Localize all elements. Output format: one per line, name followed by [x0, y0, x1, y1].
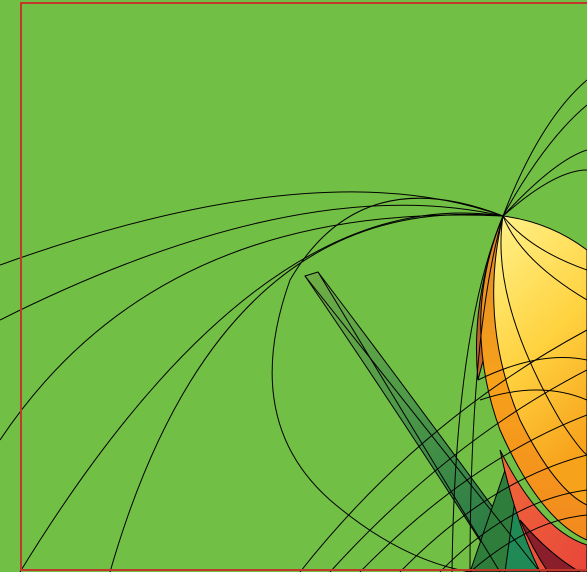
red-orange-region — [499, 449, 587, 572]
yellow-lens — [493, 215, 587, 506]
arc-lines — [0, 79, 587, 572]
dark-red-sliver — [519, 519, 582, 572]
red-frame — [20, 2, 587, 571]
